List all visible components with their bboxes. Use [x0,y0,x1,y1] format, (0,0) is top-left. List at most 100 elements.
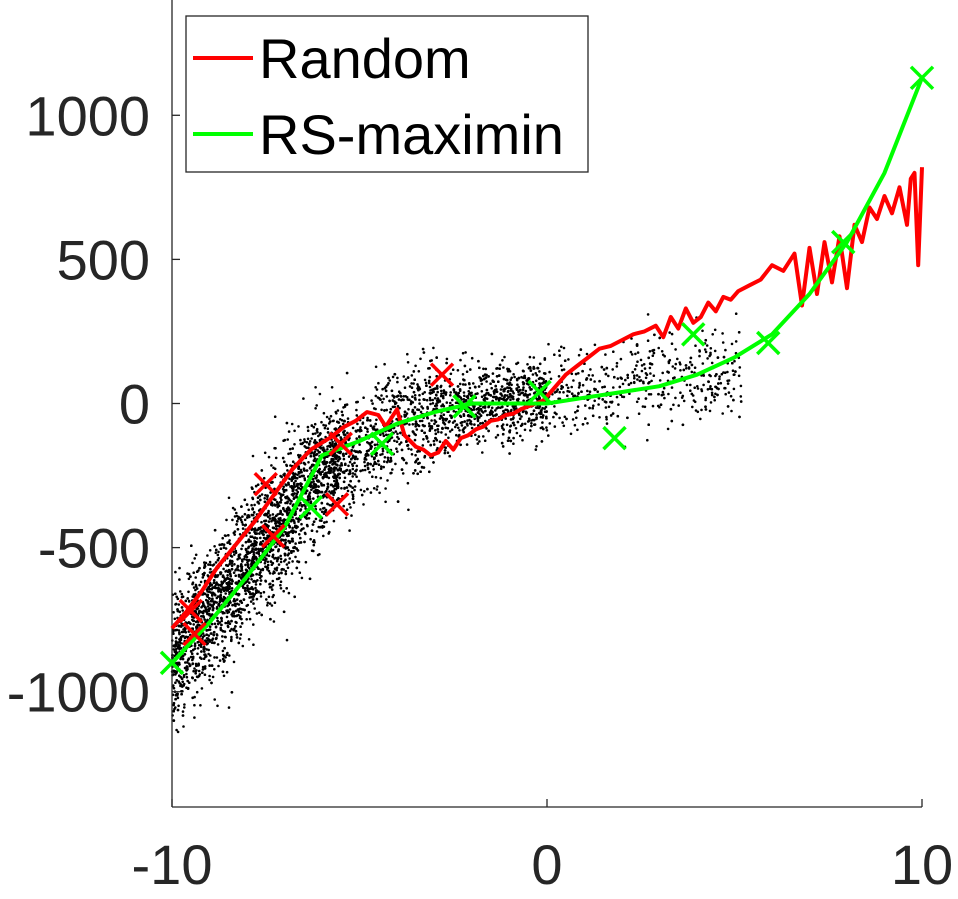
scatter-point [403,410,407,414]
scatter-point [179,657,182,661]
scatter-point [348,470,352,473]
scatter-point [177,704,180,708]
scatter-point [322,483,326,487]
scatter-point [635,374,639,377]
scatter-point [228,539,231,542]
scatter-point [209,654,212,657]
scatter-point [480,378,484,382]
scatter-point [459,443,462,447]
scatter-point [334,463,337,466]
scatter-point [486,413,489,417]
scatter-point [406,444,409,447]
scatter-point [220,619,223,623]
scatter-point [247,610,251,614]
scatter-point [326,502,329,506]
scatter-point [512,373,515,376]
scatter-point [553,353,556,357]
scatter-point [361,468,365,472]
scatter-point [391,375,395,379]
scatter-point [418,402,421,405]
scatter-point [394,402,397,406]
scatter-point [277,563,281,566]
scatter-point [517,397,520,401]
scatter-point [208,625,212,628]
scatter-point [312,497,315,500]
scatter-point [232,660,236,664]
scatter-point [314,432,317,435]
scatter-point [421,444,425,447]
scatter-point [501,426,504,430]
scatter-point [219,589,222,593]
scatter-point [511,395,515,399]
scatter-point [209,603,212,606]
scatter-point [240,520,244,524]
scatter-point [416,450,419,453]
scatter-point [652,374,656,378]
scatter-point [319,508,322,511]
scatter-point [202,615,205,619]
scatter-point [208,674,211,678]
scatter-point [237,553,241,557]
scatter-point [603,385,606,389]
scatter-point [295,494,298,498]
scatter-point [696,410,700,414]
scatter-point [565,383,568,387]
scatter-point [472,408,476,411]
scatter-point [320,490,324,494]
scatter-point [518,412,521,416]
scatter-point [223,635,227,639]
scatter-point [373,443,377,447]
scatter-point [414,425,418,428]
scatter-point [652,351,656,355]
scatter-point [286,501,289,505]
scatter-point [390,389,394,393]
scatter-point [254,583,258,586]
scatter-point [305,469,309,472]
scatter-point [256,496,260,500]
scatter-point [293,521,296,525]
scatter-point [287,591,291,595]
scatter-point [300,505,304,508]
scatter-point [200,687,204,690]
scatter-point [198,566,201,570]
scatter-point [418,419,422,423]
scatter-point [213,656,216,659]
scatter-point [196,623,200,626]
scatter-point [694,409,698,412]
scatter-point [378,491,381,495]
scatter-point [578,383,581,387]
scatter-point [726,382,730,385]
scatter-point [235,523,238,526]
scatter-point [325,415,329,419]
scatter-point [279,496,282,500]
scatter-point [416,472,420,476]
scatter-point [286,553,290,557]
scatter-point [255,612,259,615]
scatter-point [338,472,342,476]
scatter-point [438,440,442,444]
scatter-point [363,468,367,472]
scatter-point [233,553,236,556]
scatter-point [701,362,705,365]
scatter-point [669,407,673,411]
scatter-point [648,350,652,353]
scatter-point [329,414,333,418]
scatter-point [353,473,357,476]
scatter-point [461,383,465,386]
scatter-point [592,404,595,408]
scatter-point [510,376,513,380]
scatter-point [258,532,261,535]
scatter-point [508,381,512,385]
scatter-point [223,646,226,650]
scatter-point [325,489,328,493]
scatter-point [244,563,247,567]
scatter-point [288,525,292,529]
scatter-point [411,430,415,433]
scatter-point [371,464,375,468]
scatter-point [386,383,389,387]
scatter-point [558,349,561,353]
scatter-point [267,509,270,513]
scatter-point [187,577,191,581]
scatter-point [391,394,395,397]
